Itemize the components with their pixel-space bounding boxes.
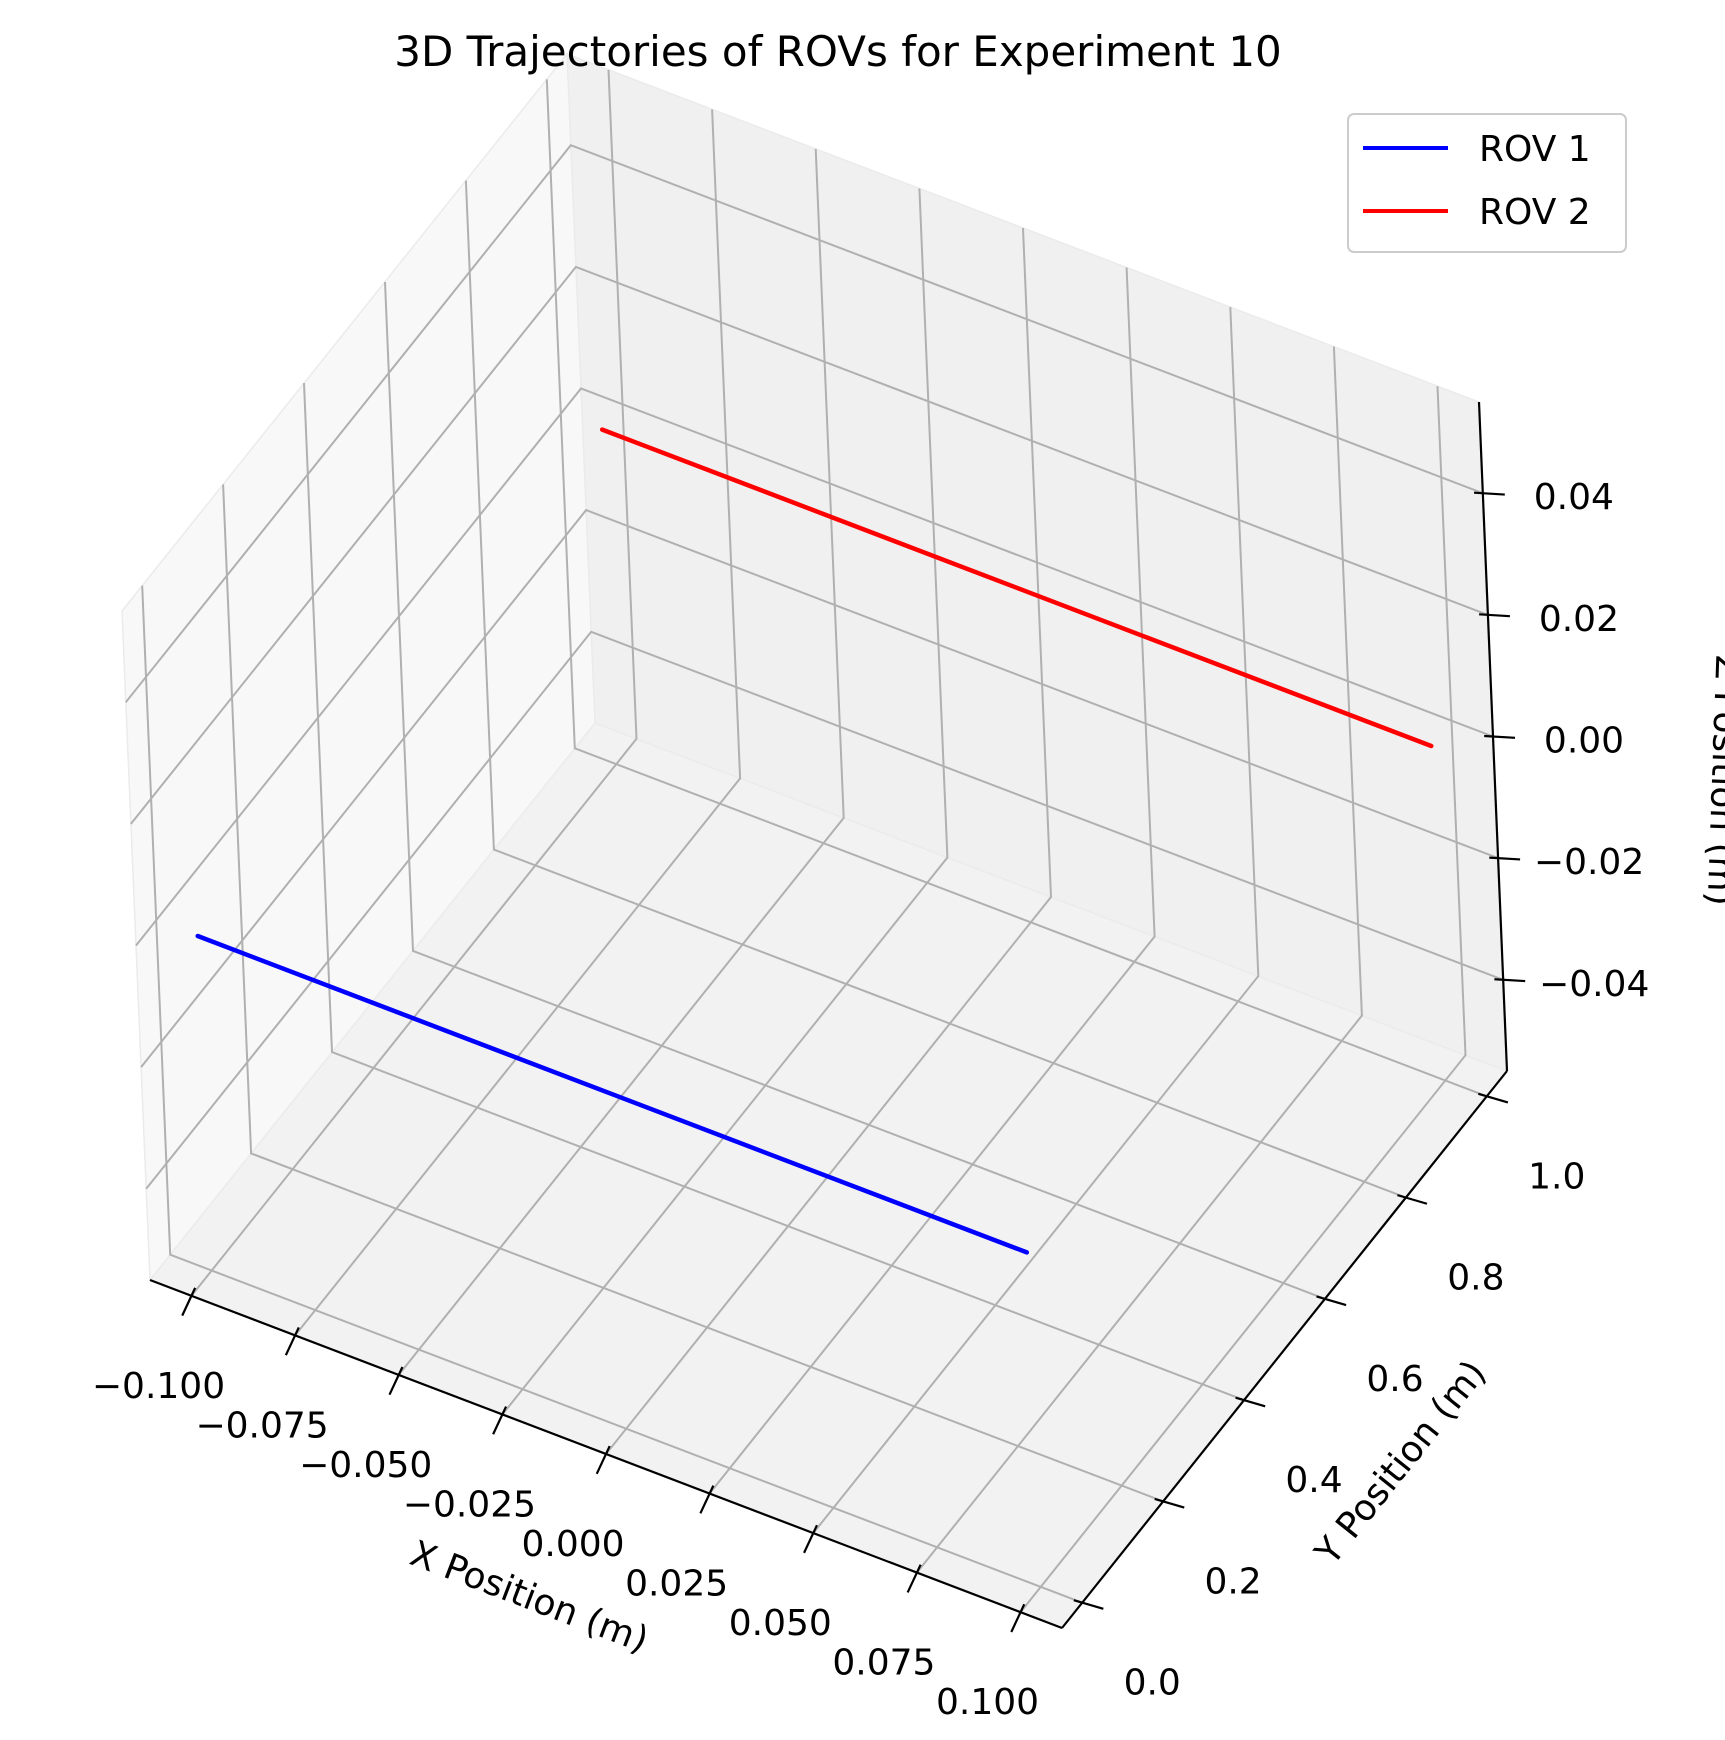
tick-marks — [181, 491, 1526, 1633]
chart-title: 3D Trajectories of ROVs for Experiment 1… — [394, 27, 1282, 76]
x-tick-label-0: −0.100 — [92, 1366, 225, 1407]
y-tick-mark-5 — [1478, 1092, 1509, 1104]
x-tick-mark-6 — [803, 1524, 818, 1554]
z-tick-mark-3 — [1479, 613, 1510, 618]
y-tick-mark-1 — [1154, 1497, 1185, 1509]
grid-line-x-4 — [605, 227, 1053, 1455]
z-tick-label-3: 0.02 — [1539, 599, 1619, 640]
z-tick-label-2: 0.00 — [1544, 721, 1624, 762]
y-tick-label-3: 0.6 — [1366, 1359, 1423, 1400]
grid-line-x-2 — [397, 148, 845, 1376]
grid-line-y-2 — [303, 383, 1245, 1402]
grid-line-x-5 — [708, 267, 1156, 1495]
series-lines — [195, 427, 1434, 1255]
grid-line-y-3 — [384, 281, 1326, 1300]
grid-line-x-6 — [812, 307, 1260, 1534]
x-tick-label-3: −0.025 — [403, 1485, 536, 1526]
series-line-rov-2 — [599, 427, 1434, 749]
y-tick-mark-0 — [1073, 1599, 1104, 1610]
x-tick-label-4: 0.000 — [521, 1524, 624, 1565]
z-axis-label: Z Position (m) — [1699, 654, 1725, 906]
grid-lines — [125, 69, 1504, 1613]
x-tick-label-7: 0.075 — [832, 1643, 935, 1684]
x-tick-mark-5 — [699, 1485, 715, 1514]
y-tick-label-2: 0.4 — [1285, 1460, 1342, 1501]
y-tick-label-1: 0.2 — [1204, 1561, 1261, 1602]
y-axis-line — [1061, 1070, 1508, 1629]
y-tick-label-4: 0.8 — [1447, 1258, 1504, 1299]
x-tick-label-2: −0.050 — [299, 1445, 432, 1486]
y-tick-mark-4 — [1397, 1194, 1428, 1205]
grid-line-z-1 — [140, 508, 1499, 1068]
z-tick-mark-1 — [1489, 856, 1521, 861]
x-tick-label-6: 0.050 — [729, 1603, 832, 1644]
z-tick-label-1: −0.02 — [1534, 842, 1644, 883]
grid-line-z-0 — [145, 630, 1504, 1190]
x-tick-label-1: −0.075 — [195, 1405, 328, 1446]
y-tick-mark-2 — [1235, 1396, 1266, 1408]
grid-line-y-5 — [545, 79, 1488, 1098]
series-line-rov-1 — [195, 933, 1030, 1255]
grid-line-z-3 — [130, 265, 1489, 825]
z-tick-label-4: 0.04 — [1534, 477, 1614, 518]
legend-label-rov-1: ROV 1 — [1479, 129, 1591, 170]
x-tick-mark-1 — [284, 1326, 300, 1356]
grid-line-y-1 — [222, 484, 1164, 1503]
y-tick-label-0: 0.0 — [1124, 1663, 1181, 1704]
grid-line-x-8 — [1019, 386, 1467, 1613]
x-tick-mark-2 — [388, 1366, 404, 1396]
y-tick-label-5: 1.0 — [1528, 1156, 1585, 1197]
z-tick-mark-0 — [1494, 978, 1526, 983]
z-tick-mark-2 — [1484, 734, 1516, 739]
grid-line-x-3 — [501, 188, 949, 1416]
axis-panes — [121, 51, 1509, 1629]
legend-label-rov-2: ROV 2 — [1479, 192, 1591, 233]
x-tick-mark-3 — [492, 1406, 508, 1435]
x-tick-mark-7 — [906, 1564, 922, 1593]
grid-line-x-0 — [190, 69, 638, 1297]
grid-line-x-7 — [916, 346, 1363, 1574]
x-tick-label-8: 0.100 — [936, 1682, 1039, 1723]
grid-line-x-1 — [294, 109, 742, 1337]
x-tick-label-5: 0.025 — [625, 1564, 728, 1605]
z-tick-mark-4 — [1473, 491, 1505, 496]
grid-line-z-4 — [125, 144, 1484, 703]
legend: ROV 1 ROV 2 — [1347, 113, 1627, 253]
y-tick-mark-3 — [1316, 1295, 1347, 1307]
x-tick-mark-0 — [181, 1287, 197, 1317]
grid-line-y-0 — [141, 585, 1083, 1604]
grid-line-y-4 — [464, 180, 1407, 1199]
z-tick-label-0: −0.04 — [1539, 964, 1649, 1005]
x-tick-mark-4 — [595, 1445, 611, 1475]
x-tick-mark-8 — [1010, 1603, 1026, 1633]
grid-line-z-2 — [135, 387, 1494, 947]
